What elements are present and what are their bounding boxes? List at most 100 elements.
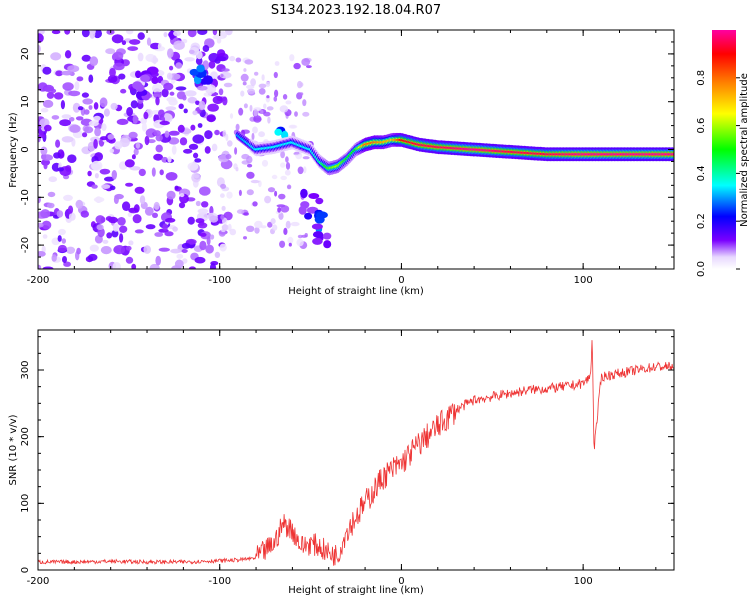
spectrogram-cluster [136,90,144,97]
spectrogram-noise-blob [185,238,197,245]
spectrogram-noise-blob [242,81,247,86]
spectrogram-ytick-label: -20 [20,237,31,253]
spectrogram-noise-blob [195,200,201,207]
snr-ytick-label: 200 [20,427,31,446]
spectrogram-noise-blob [61,114,72,119]
spectrogram-cluster [135,70,142,79]
spectrogram-noise-blob [263,103,267,109]
spectrogram-noise-blob [159,169,164,176]
spectrogram-noise-blob [88,120,99,127]
spectrogram-noise-blob [122,201,131,211]
spectrogram-noise-blob [76,76,84,82]
spectrogram-noise-blob [61,70,73,76]
spectrogram-ridge-cell [671,153,674,156]
spectrogram-noise-blob [106,232,113,239]
spectrogram-noise-blob [143,111,149,120]
spectrogram-noise-blob [168,137,180,145]
spectrogram-noise-blob [94,127,101,137]
spectrogram-noise-blob [68,90,81,97]
spectrogram-noise-blob [169,65,174,71]
colorbar-gradient [712,30,736,269]
spectrogram-noise-blob [133,204,140,213]
spectrogram-noise-blob [247,163,253,168]
spectrogram-noise-blob [249,104,253,112]
spectrogram-noise-blob [129,166,141,171]
spectrogram-noise-blob [221,68,230,72]
spectrogram-noise-blob [199,186,211,196]
spectrogram-noise-blob [102,239,109,244]
spectrogram-noise-blob [117,217,126,226]
spectrogram-noise-blob [294,111,298,117]
spectrogram-noise-blob [166,190,176,200]
spectrogram-noise-blob [111,170,118,180]
spectrogram-noise-blob [112,51,124,60]
spectrogram-noise-blob [91,160,103,171]
spectrogram-noise-blob [143,245,151,254]
spectrogram-noise-blob [64,50,72,59]
spectrogram-noise-blob [193,174,200,179]
spectrogram-noise-blob [301,234,308,238]
spectrogram-noise-blob [175,86,187,91]
snr-xtick-label: 0 [398,576,404,587]
spectrogram-xtick-label: -100 [208,275,231,286]
spectrogram-noise-blob [47,202,55,209]
spectrogram-noise-blob [199,240,207,251]
spectrogram-noise-blob [166,96,177,103]
spectrogram-noise-blob [192,134,205,144]
spectrogram-noise-blob [94,173,99,179]
spectrogram-noise-blob [41,220,52,230]
spectrogram-noise-blob [182,258,188,264]
spectrogram-noise-blob [212,30,218,36]
spectrogram-noise-blob [119,233,124,243]
spectrogram-noise-blob [258,131,265,138]
spectrogram-noise-blob [101,123,107,131]
spectrogram-xtick-label: 0 [398,275,404,286]
spectrogram-noise-blob [76,247,81,255]
spectrogram-noise-blob [187,96,198,104]
spectrogram-noise-blob [120,88,127,94]
spectrogram-noise-blob [175,62,183,69]
spectrogram-noise-blob [207,103,219,112]
spectrogram-noise-blob [116,118,129,125]
spectrogram-noise-blob [126,107,133,117]
spectrogram-noise-blob [64,30,71,35]
spectrogram-noise-blob [125,256,134,264]
spectrogram-noise-blob [246,189,254,196]
spectrogram-cluster [323,240,332,249]
spectrogram-noise-blob [145,224,156,230]
spectrogram-noise-blob [157,42,162,51]
spectrogram-noise-blob [93,196,105,203]
spectrogram-noise-blob [197,30,208,35]
snr-xtick-label: -200 [27,576,50,587]
spectrogram-noise-blob [217,49,226,57]
spectrogram-noise-blob [60,100,65,110]
spectrogram-noise-blob [272,224,278,231]
spectrogram-noise-blob [158,247,170,252]
spectrogram-noise-blob [41,159,50,166]
spectrogram-noise-blob [208,60,216,69]
spectrogram-noise-blob [118,73,126,80]
spectrogram-cluster [202,75,213,85]
spectrogram-noise-blob [267,116,271,124]
spectrogram-noise-blob [88,74,94,83]
spectrogram-cluster [300,188,308,199]
spectrogram-noise-blob [302,111,310,117]
spectrogram-noise-blob [139,195,146,205]
spectrogram-cluster [298,205,307,215]
spectrogram-noise-blob [227,223,232,232]
spectrogram-noise-blob [214,129,220,136]
spectrogram-noise-blob [220,183,227,189]
spectrogram-noise-blob [100,246,112,255]
spectrogram-noise-blob [100,136,108,141]
spectrogram-noise-blob [176,253,184,259]
spectrogram-noise-blob [89,30,96,39]
spectrogram-noise-blob [50,52,62,61]
spectrogram-noise-blob [167,156,172,163]
spectrogram-noise-blob [246,155,253,164]
spectrogram-noise-blob [42,66,52,75]
spectrogram-ytick-label: 10 [20,95,31,108]
spectrogram-noise-blob [301,58,311,66]
spectrogram-noise-blob [153,130,161,137]
spectrogram-noise-blob [111,230,119,238]
spectrogram-noise-blob [68,212,76,221]
